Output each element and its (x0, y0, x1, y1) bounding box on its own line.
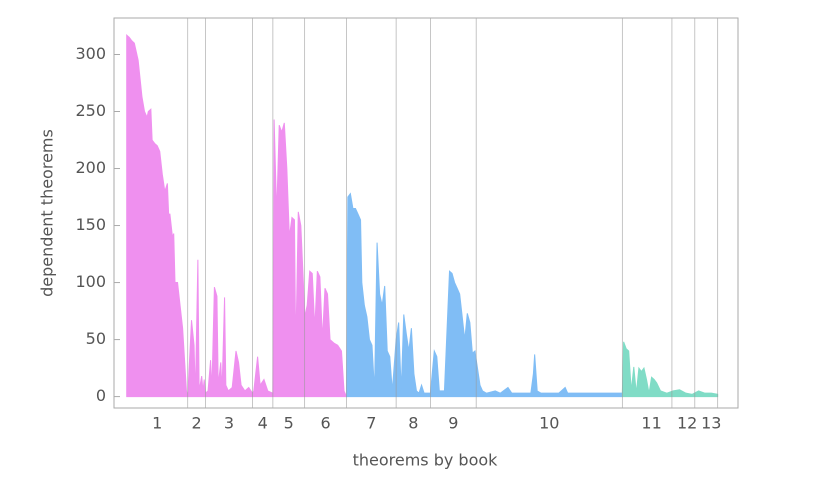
x-tick-label: 9 (448, 414, 458, 433)
y-tick-label: 150 (75, 215, 106, 234)
y-tick-label: 300 (75, 44, 106, 63)
x-axis-label: theorems by book (353, 451, 499, 470)
y-axis-label: dependent theorems (38, 129, 57, 297)
x-tick-label: 3 (224, 414, 234, 433)
area (346, 192, 623, 398)
x-tick-label: 4 (258, 414, 268, 433)
x-tick-label: 6 (321, 414, 331, 433)
x-tick-label: 1 (152, 414, 162, 433)
area (126, 33, 348, 398)
x-tick-label: 10 (539, 414, 559, 433)
x-tick-label: 11 (641, 414, 661, 433)
y-tick-label: 100 (75, 272, 106, 291)
area (621, 341, 719, 398)
plot-frame (113, 17, 739, 409)
y-tick-label: 200 (75, 158, 106, 177)
x-tick-label: 13 (701, 414, 721, 433)
x-tick-label: 7 (366, 414, 376, 433)
x-tick-label: 12 (677, 414, 697, 433)
y-tick-label: 0 (96, 386, 106, 405)
y-tick-label: 250 (75, 101, 106, 120)
x-tick-label: 2 (192, 414, 202, 433)
x-tick-label: 5 (284, 414, 294, 433)
x-tick-label: 8 (408, 414, 418, 433)
y-tick-label: 50 (86, 329, 106, 348)
